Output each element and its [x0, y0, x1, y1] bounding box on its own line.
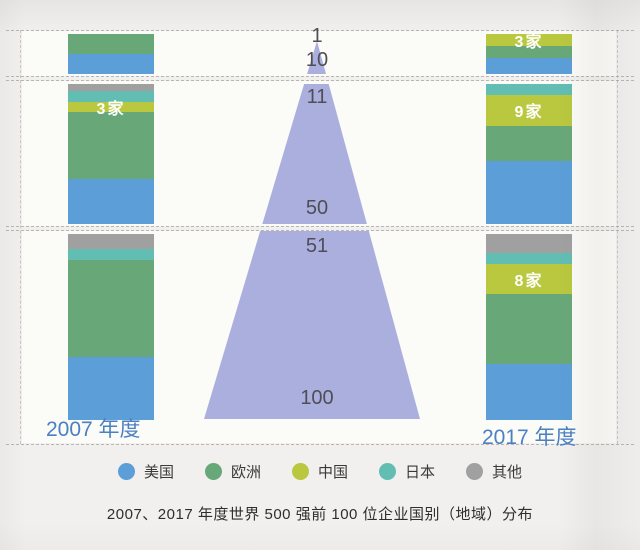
- bar-segment-europe: [486, 293, 572, 365]
- legend-item-china: 中国: [291, 461, 348, 482]
- bar-segment-japan: [486, 84, 572, 95]
- bar-segment-china: 8家: [486, 263, 572, 294]
- dashed-divider: [6, 76, 634, 77]
- legend-label-japan: 日本: [405, 464, 436, 481]
- rank-mark-1: 1: [311, 25, 323, 47]
- legend-swatch-other: [466, 463, 484, 480]
- bar-segment-japan: [68, 248, 154, 261]
- year-label-2007: 2007 年度: [46, 418, 141, 441]
- bar-segment-europe: [486, 46, 572, 58]
- bar-2007-rank-51-100: [68, 234, 154, 420]
- legend-swatch-japan: [379, 463, 396, 480]
- legend-item-japan: 日本: [379, 461, 435, 482]
- legend-item-europe: 欧洲: [204, 461, 261, 482]
- legend-item-other: 其他: [466, 461, 522, 482]
- rank-mark-51: 51: [305, 235, 329, 257]
- bar-2007-rank-11-50: 3家: [68, 84, 154, 224]
- funnel-segment-top: [307, 41, 326, 74]
- rank-mark-10: 10: [305, 49, 329, 71]
- bar-segment-usa: [68, 356, 154, 420]
- bar-count-label: 3家: [96, 100, 126, 118]
- bar-segment-usa: [68, 178, 154, 224]
- bar-segment-other: [486, 234, 572, 253]
- bar-segment-europe: [486, 126, 572, 161]
- chart-title: 2007、2017 年度世界 500 强前 100 位企业国别（地域）分布: [106, 506, 534, 523]
- bar-segment-china: 3家: [486, 34, 572, 51]
- bar-segment-japan: [486, 252, 572, 264]
- bar-segment-japan: [68, 91, 154, 102]
- bar-count-label: 8家: [514, 272, 544, 290]
- bar-segment-usa: [486, 364, 572, 420]
- bar-segment-china: 3家: [68, 101, 154, 118]
- dashed-divider: [6, 444, 634, 445]
- dashed-divider: [6, 226, 634, 227]
- legend-item-usa: 美国: [117, 461, 174, 482]
- bar-segment-europe: [68, 34, 154, 54]
- year-label-2017: 2017 年度: [482, 426, 577, 449]
- funnel-segment-middle: [262, 84, 367, 224]
- legend-label-other: 其他: [492, 464, 523, 481]
- bar-2007-rank-1-10: [68, 34, 154, 74]
- bar-count-label: 3家: [514, 34, 544, 51]
- rank-mark-11: 11: [306, 86, 328, 108]
- bar-count-label: 9家: [514, 104, 544, 122]
- dashed-border-left: [20, 30, 21, 444]
- bar-segment-other: [68, 234, 154, 249]
- bar-2017-rank-51-100: 8家: [486, 234, 572, 420]
- bar-segment-europe: [68, 260, 154, 357]
- funnel-segment-bottom: [204, 231, 420, 419]
- legend-swatch-usa: [117, 463, 135, 480]
- bar-segment-usa: [68, 54, 154, 74]
- bar-segment-usa: [486, 58, 572, 74]
- rank-mark-50: 50: [305, 197, 329, 219]
- bar-segment-other: [68, 84, 154, 91]
- legend-label-china: 中国: [317, 464, 348, 481]
- legend-label-usa: 美国: [143, 464, 174, 481]
- legend-swatch-china: [291, 463, 309, 480]
- rank-mark-100: 100: [300, 387, 334, 409]
- bar-segment-usa: [486, 161, 572, 224]
- dashed-divider: [6, 30, 634, 31]
- bar-segment-china: 9家: [486, 94, 572, 126]
- dashed-divider: [6, 230, 634, 231]
- legend: 美国 欧洲 中国 日本 其他: [0, 461, 640, 482]
- bar-segment-europe: [68, 112, 154, 179]
- bar-2017-rank-11-50: 9家: [486, 84, 572, 224]
- bar-2017-rank-1-10: 3家: [486, 34, 572, 74]
- legend-swatch-europe: [204, 463, 222, 480]
- dashed-divider: [6, 80, 634, 81]
- dashed-border-right: [617, 30, 618, 444]
- legend-label-europe: 欧洲: [230, 464, 261, 481]
